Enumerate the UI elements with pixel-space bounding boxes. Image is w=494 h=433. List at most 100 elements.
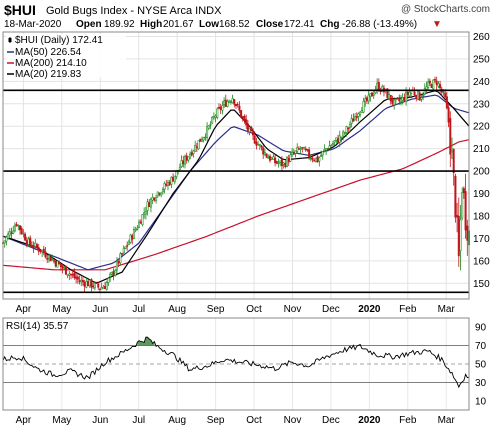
open-value: 189.92 (104, 19, 135, 30)
candle-body (63, 267, 66, 269)
candle-body (158, 192, 161, 195)
candle-body (364, 98, 367, 103)
candle-body (197, 140, 200, 150)
candle-body (13, 225, 16, 232)
candle-body (27, 238, 30, 245)
candle-body (109, 273, 112, 278)
candle-body (19, 225, 22, 231)
candle-body (279, 160, 282, 163)
legend-item-price: $HUI (Daily) 172.41 (8, 35, 103, 46)
candle-body (326, 148, 329, 151)
candle-body (345, 126, 348, 133)
candle-body (306, 149, 309, 151)
x-tick-label: Jun (92, 304, 108, 315)
rsi-x-tick-label: Aug (168, 415, 186, 426)
candle-body (248, 128, 251, 133)
candle-body (172, 177, 175, 182)
candle-body (231, 98, 234, 104)
rsi-y-tick-label: 90 (475, 323, 487, 334)
support-lines (3, 89, 469, 294)
candle-body (347, 127, 350, 130)
change-label: Chg (320, 19, 339, 30)
candle-body (286, 157, 289, 167)
candle-body (20, 228, 23, 234)
candle-body (187, 156, 190, 161)
candle-body (233, 99, 236, 105)
candle-body (462, 188, 465, 194)
candle-body (141, 214, 144, 226)
candle-layer (1, 76, 470, 294)
candle-body (432, 79, 435, 90)
candle-body (272, 156, 275, 160)
candle-body (183, 156, 186, 165)
candle-body (143, 212, 146, 215)
candle-body (274, 157, 277, 164)
candle-body (102, 286, 105, 289)
candle-body (112, 271, 115, 276)
candle-body (25, 240, 28, 245)
candle-body (117, 260, 120, 264)
candle-body (146, 201, 149, 211)
candle-body (348, 124, 351, 128)
candle-body (314, 157, 317, 162)
candle-body (80, 279, 83, 283)
ma50-layer (2, 94, 470, 271)
close-label: Close (256, 19, 284, 30)
y-tick-label: 150 (473, 279, 490, 290)
candle-body (450, 151, 453, 159)
candle-body (219, 106, 222, 110)
y-tick-label: 170 (473, 234, 490, 245)
copyright: @ StockCharts.com (401, 4, 490, 15)
candle-body (190, 152, 193, 156)
candle-body (105, 282, 108, 290)
candle-body (170, 176, 173, 185)
candle-body (241, 116, 244, 118)
candle-body (156, 191, 159, 197)
rsi-legend-label: RSI(14) 35.57 (6, 321, 69, 332)
legend-item-ma200: MA(200) 214.10 (7, 58, 87, 69)
legend-item-ma20: MA(20) 219.83 (7, 69, 82, 80)
price-panel-frame (2, 31, 470, 300)
candle-body (365, 97, 368, 102)
candle-body (355, 116, 358, 119)
candle-body (30, 244, 33, 248)
candle-body (354, 116, 357, 121)
candle-body (47, 254, 50, 259)
candle-body (194, 144, 197, 152)
candle-body (121, 253, 124, 255)
candle-body (292, 153, 295, 155)
candle-body (71, 274, 74, 276)
candle-body (435, 80, 438, 85)
ma200-layer (2, 139, 470, 271)
candle-body (303, 146, 306, 150)
candle-body (427, 81, 430, 88)
candle-body (214, 115, 217, 118)
candle-body (73, 272, 76, 278)
candle-body (381, 86, 384, 92)
candle-body (340, 136, 343, 139)
candle-body (325, 148, 328, 151)
candle-body (185, 155, 188, 161)
candle-body (287, 158, 290, 163)
candle-body (447, 107, 450, 123)
candle-body (195, 146, 198, 148)
candle-body (398, 98, 401, 102)
rsi-panel-frame (2, 317, 470, 411)
candle-body (83, 282, 86, 287)
candle-body (151, 196, 154, 201)
candle-body (97, 283, 100, 288)
rsi-y-tick-label: 50 (475, 360, 487, 371)
candle-body (255, 141, 258, 146)
candle-body (376, 82, 379, 90)
candle-body (277, 162, 280, 165)
candle-body (12, 230, 15, 234)
price-grid (3, 32, 469, 410)
candle-body (452, 148, 455, 174)
candle-body (413, 91, 416, 96)
rsi-x-tick-label: Mar (438, 415, 456, 426)
x-tick-label: Jul (132, 304, 145, 315)
candle-body (245, 119, 248, 126)
legend-box (6, 34, 126, 77)
